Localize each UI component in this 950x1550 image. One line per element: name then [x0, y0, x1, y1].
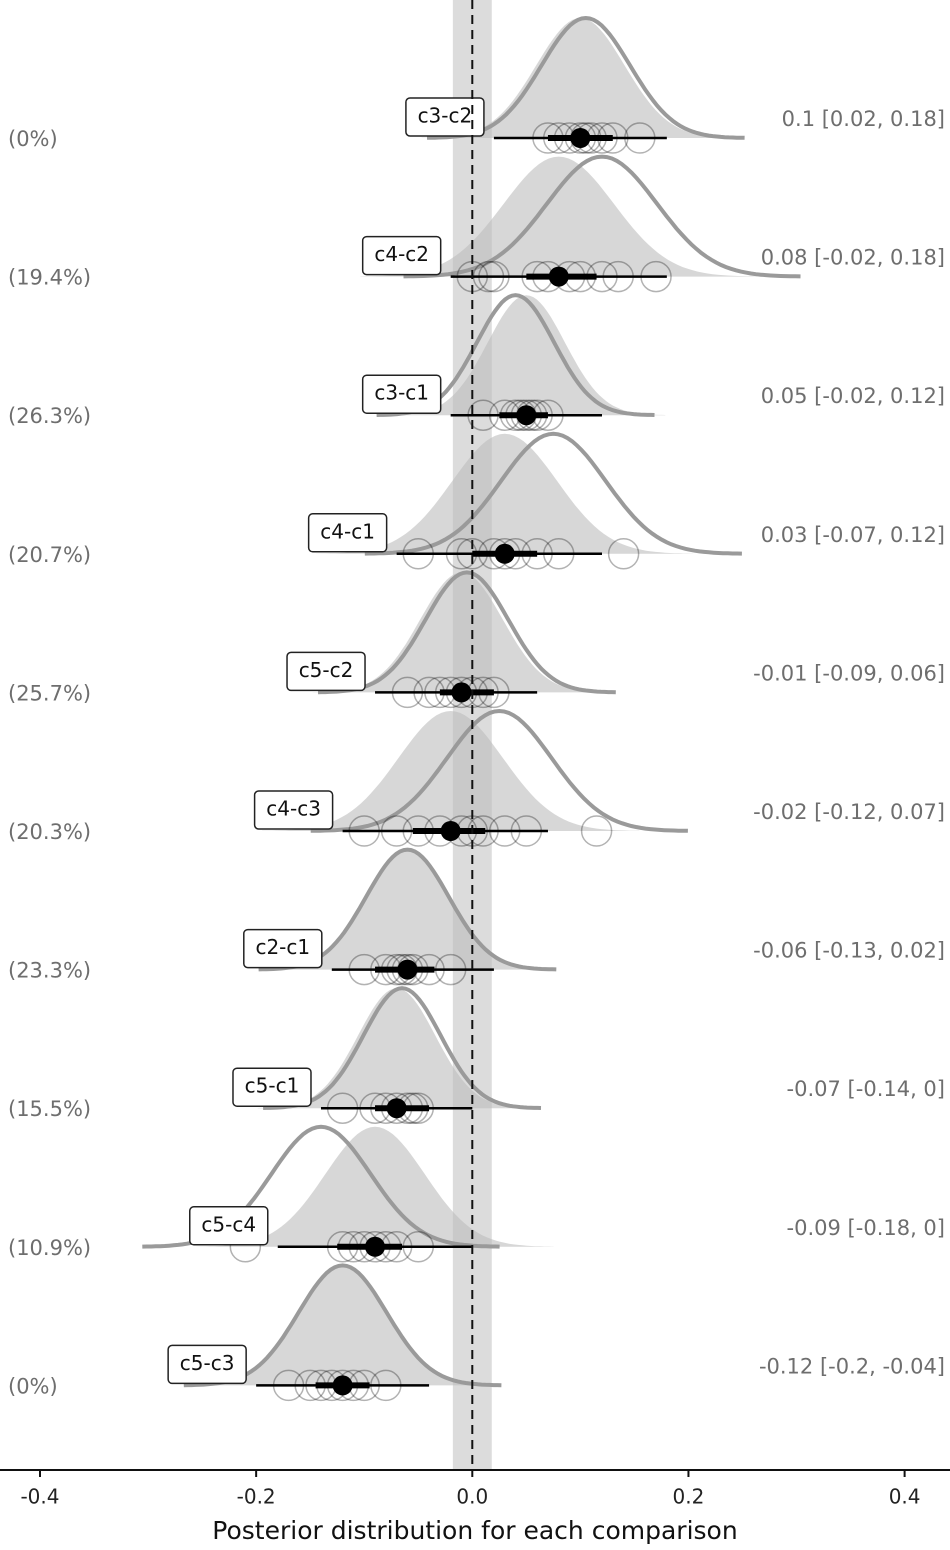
summary-label: -0.09 [-0.18, 0] — [787, 1216, 945, 1240]
percent-label: (25.7%) — [8, 681, 91, 705]
comparison-label: c3-c1 — [374, 381, 429, 405]
point — [580, 815, 613, 847]
percent-label: (19.4%) — [8, 266, 91, 290]
percent-label: (20.7%) — [8, 543, 91, 567]
x-tick-label: -0.4 — [20, 1485, 59, 1509]
summary-label: -0.06 [-0.13, 0.02] — [753, 939, 945, 963]
x-tick-label: 0.0 — [456, 1485, 488, 1509]
summary-label: 0.03 [-0.07, 0.12] — [761, 523, 945, 547]
estimate-point — [386, 1098, 407, 1119]
label-box — [232, 1067, 312, 1107]
label-box — [286, 651, 366, 692]
x-tick-label: -0.2 — [237, 1485, 276, 1509]
summary-label: 0.08 [-0.02, 0.18] — [761, 246, 945, 270]
density — [360, 156, 758, 277]
x-tick-label: 0.2 — [673, 1485, 705, 1509]
percent-label: (0%) — [8, 127, 58, 151]
estimate-point — [548, 266, 569, 287]
estimate-point — [494, 543, 515, 564]
label-box — [361, 374, 442, 414]
comparison-label: c5-c3 — [180, 1351, 235, 1375]
density-outline — [317, 570, 616, 695]
percent-label: (20.3%) — [8, 820, 91, 844]
comparison-label: c2-c1 — [255, 935, 310, 959]
comparison-label: c5-c2 — [299, 658, 354, 682]
summary-label: 0.1 [0.02, 0.18] — [782, 107, 945, 131]
summary-label: 0.05 [-0.02, 0.12] — [761, 384, 945, 408]
density — [312, 572, 611, 693]
summary-label: -0.07 [-0.14, 0] — [787, 1077, 945, 1101]
summary-label: -0.12 [-0.2, -0.04] — [759, 1354, 945, 1378]
label-box — [361, 235, 442, 276]
percent-label: (15.5%) — [8, 1097, 91, 1121]
summary-label: -0.01 [-0.09, 0.06] — [753, 661, 945, 685]
estimate-point — [570, 128, 591, 148]
density-outline — [310, 708, 688, 833]
density — [258, 849, 557, 970]
x-axis-label: Posterior distribution for each comparis… — [212, 1516, 737, 1545]
percent-label: (0%) — [8, 1374, 58, 1398]
density — [262, 711, 640, 831]
density — [316, 433, 694, 554]
percent-label: (26.3%) — [8, 404, 91, 428]
percent-label: (23.3%) — [8, 959, 91, 983]
x-tick-label: 0.4 — [889, 1485, 921, 1509]
comparison-label: c5-c4 — [201, 1212, 256, 1236]
estimate-point — [332, 1375, 353, 1396]
summary-label: -0.02 [-0.12, 0.07] — [753, 800, 945, 824]
comparison-label: c4-c2 — [374, 242, 429, 266]
estimate-point — [397, 959, 418, 980]
label-box — [405, 97, 485, 137]
density — [387, 295, 666, 416]
estimate-point — [365, 1236, 386, 1257]
density — [257, 988, 536, 1109]
label-box — [253, 790, 334, 830]
label-box — [189, 1206, 269, 1246]
point — [607, 538, 640, 570]
comparison-label: c4-c3 — [266, 797, 321, 821]
estimate-point — [451, 682, 472, 703]
density — [196, 1126, 554, 1247]
label-box — [307, 513, 388, 553]
density — [183, 1265, 502, 1386]
label-box — [167, 1344, 247, 1385]
density-outline — [364, 431, 742, 556]
label-box — [243, 928, 323, 969]
density — [421, 18, 740, 138]
comparison-label: c3-c2 — [418, 104, 473, 128]
comparison-label: c4-c1 — [320, 519, 375, 543]
density-outline — [403, 154, 801, 279]
comparison-label: c5-c1 — [245, 1074, 300, 1098]
estimate-point — [440, 821, 461, 841]
estimate-point — [516, 405, 537, 426]
percent-label: (10.9%) — [8, 1236, 91, 1260]
